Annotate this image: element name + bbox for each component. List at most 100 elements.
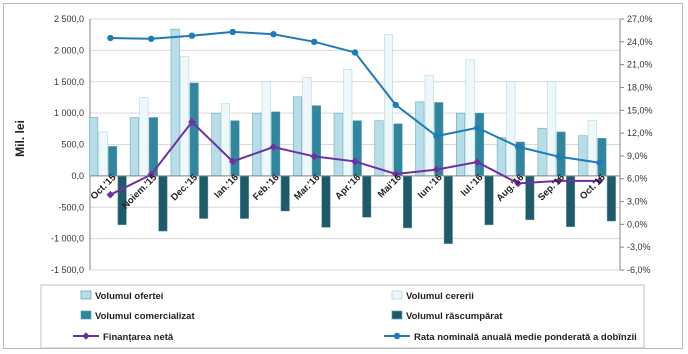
- right-axis-ticks: 27,0% 24,0% 21,0% 18,0% 15,0% 12,0% 9,0% 6,0% 3,…: [620, 14, 653, 275]
- category-label: Feb.'16: [251, 172, 282, 203]
- left-tick-label: 2 500,0: [54, 14, 84, 24]
- point-finantarea-neta: [514, 179, 522, 188]
- right-tick-label: -3,0%: [627, 242, 651, 252]
- right-tick-label: 6,0%: [627, 174, 648, 184]
- point-rata-nominala-anuala-medie-ponderata-a-dobinzii: [433, 132, 440, 140]
- category-label: Mai'16: [376, 172, 404, 200]
- legend-label: Volumul cererii: [406, 291, 474, 302]
- bar-volumul-comercializat: [271, 111, 281, 177]
- point-finantarea-neta: [351, 157, 359, 166]
- bar-volumul-cererii: [302, 77, 312, 177]
- bar-volumul-cererii: [220, 103, 230, 177]
- bar-volumul-rascumparat: [321, 175, 331, 228]
- right-tick-label: 0,0%: [627, 219, 648, 229]
- point-rata-nominala-anuala-medie-ponderata-a-dobinzii: [474, 124, 481, 131]
- y-axis-label: Mil. lei: [13, 120, 27, 157]
- point-finantarea-neta: [310, 152, 319, 161]
- bar-volumul-comercializat: [311, 105, 321, 177]
- right-tick-label: 18,0%: [627, 82, 653, 92]
- legend-label: Finanțarea netă: [103, 332, 174, 343]
- point-finantarea-neta: [106, 190, 115, 199]
- point-finantarea-neta: [228, 157, 237, 166]
- bar-volumul-cererii: [424, 75, 434, 177]
- right-tick-label: 27,0%: [627, 14, 653, 24]
- bar-volumul-comercializat: [393, 123, 403, 177]
- bar-volumul-ofertei: [333, 112, 343, 177]
- bar-volumul-rascumparat: [403, 175, 413, 229]
- point-finantarea-neta: [473, 158, 482, 166]
- bar-volumul-cererii: [139, 97, 149, 177]
- legend-swatch: [391, 310, 403, 320]
- point-rata-nominala-anuala-medie-ponderata-a-dobinzii: [147, 35, 155, 42]
- point-rata-nominala-anuala-medie-ponderata-a-dobinzii: [188, 32, 196, 39]
- right-tick-label: 21,0%: [627, 60, 653, 70]
- right-tick-label: -6,0%: [627, 265, 651, 275]
- bar-volumul-cererii: [587, 120, 597, 177]
- left-tick-label: 0,0: [71, 171, 84, 181]
- bar-volumul-rascumparat: [280, 175, 290, 212]
- category-label: Aug.'16: [494, 172, 526, 204]
- legend-label: Volumul răscumpărat: [406, 311, 503, 322]
- bar-volumul-ofertei: [292, 96, 302, 177]
- right-tick-label: 12,0%: [627, 128, 653, 138]
- point-rata-nominala-anuala-medie-ponderata-a-dobinzii: [107, 34, 114, 42]
- bar-volumul-ofertei: [89, 117, 99, 177]
- bar-volumul-rascumparat: [484, 175, 494, 226]
- bar-volumul-rascumparat: [199, 175, 209, 219]
- point-finantarea-neta: [147, 170, 155, 179]
- point-finantarea-neta: [269, 143, 278, 151]
- point-finantarea-neta: [432, 165, 441, 174]
- point-finantarea-neta: [188, 118, 196, 126]
- point-finantarea-neta: [555, 177, 563, 185]
- left-tick-label: 1 500,0: [54, 77, 84, 87]
- bar-volumul-ofertei: [170, 28, 180, 177]
- bar-volumul-ofertei: [578, 135, 588, 177]
- bar-volumul-cererii: [261, 81, 271, 177]
- bar-volumul-rascumparat: [566, 175, 576, 227]
- left-axis-ticks: 2 500,0 2 000,0 1 500,0 1 000,0 500,0 0,0 -500…: [51, 14, 84, 275]
- point-rata-nominala-anuala-medie-ponderata-a-dobinzii: [229, 28, 236, 36]
- bar-volumul-rascumparat: [443, 175, 453, 244]
- bar-volumul-rascumparat: [158, 175, 168, 232]
- legend-entries: Volumul ofertei Volumul cererii Volumul co…: [73, 290, 637, 343]
- category-label: Apr.'16: [333, 172, 363, 202]
- point-rata-nominala-anuala-medie-ponderata-a-dobinzii: [270, 31, 277, 38]
- bar-volumul-comercializat: [189, 82, 199, 177]
- bar-volumul-rascumparat: [606, 175, 616, 222]
- bar-volumul-cererii: [506, 81, 516, 177]
- bar-volumul-comercializat: [352, 120, 362, 177]
- point-rata-nominala-anuala-medie-ponderata-a-dobinzii: [311, 38, 318, 46]
- point-rata-nominala-anuala-medie-ponderata-a-dobinzii: [596, 159, 603, 166]
- legend-marker: [393, 332, 401, 340]
- bar-volumul-cererii: [465, 59, 475, 177]
- bar-volumul-cererii: [547, 81, 557, 177]
- bar-volumul-comercializat: [108, 146, 118, 177]
- right-tick-label: 15,0%: [627, 105, 653, 115]
- category-label: Iun.'16: [416, 172, 445, 201]
- category-label: Dec.'15: [169, 172, 201, 204]
- bars: [89, 28, 616, 244]
- legend-swatch: [80, 310, 92, 320]
- bar-volumul-rascumparat: [362, 175, 372, 218]
- legend-swatch: [80, 290, 92, 300]
- legend-swatch: [391, 290, 403, 300]
- bar-volumul-cererii: [384, 34, 394, 177]
- legend-label: Rata nominală anuală medie ponderată a d…: [414, 332, 637, 343]
- legend: [40, 284, 645, 349]
- bar-volumul-comercializat: [597, 137, 607, 177]
- category-label: Mar.'16: [292, 172, 322, 202]
- point-rata-nominala-anuala-medie-ponderata-a-dobinzii: [555, 153, 563, 160]
- lines: [106, 28, 604, 199]
- point-finantarea-neta: [595, 177, 604, 185]
- legend-marker: [82, 332, 90, 340]
- bar-volumul-ofertei: [252, 112, 262, 177]
- category-label: Sep.'16: [536, 172, 567, 203]
- left-tick-label: 500,0: [61, 140, 84, 150]
- left-tick-label: -500,0: [58, 202, 84, 212]
- chart: 2 500,0 2 000,0 1 500,0 1 000,0 500,0 0,0 -500…: [13, 14, 653, 349]
- left-tick-label: 1 000,0: [54, 108, 84, 118]
- left-tick-label: -1 500,0: [51, 265, 84, 275]
- point-rata-nominala-anuala-medie-ponderata-a-dobinzii: [351, 49, 359, 56]
- bar-volumul-comercializat: [230, 120, 240, 177]
- point-rata-nominala-anuala-medie-ponderata-a-dobinzii: [392, 101, 399, 109]
